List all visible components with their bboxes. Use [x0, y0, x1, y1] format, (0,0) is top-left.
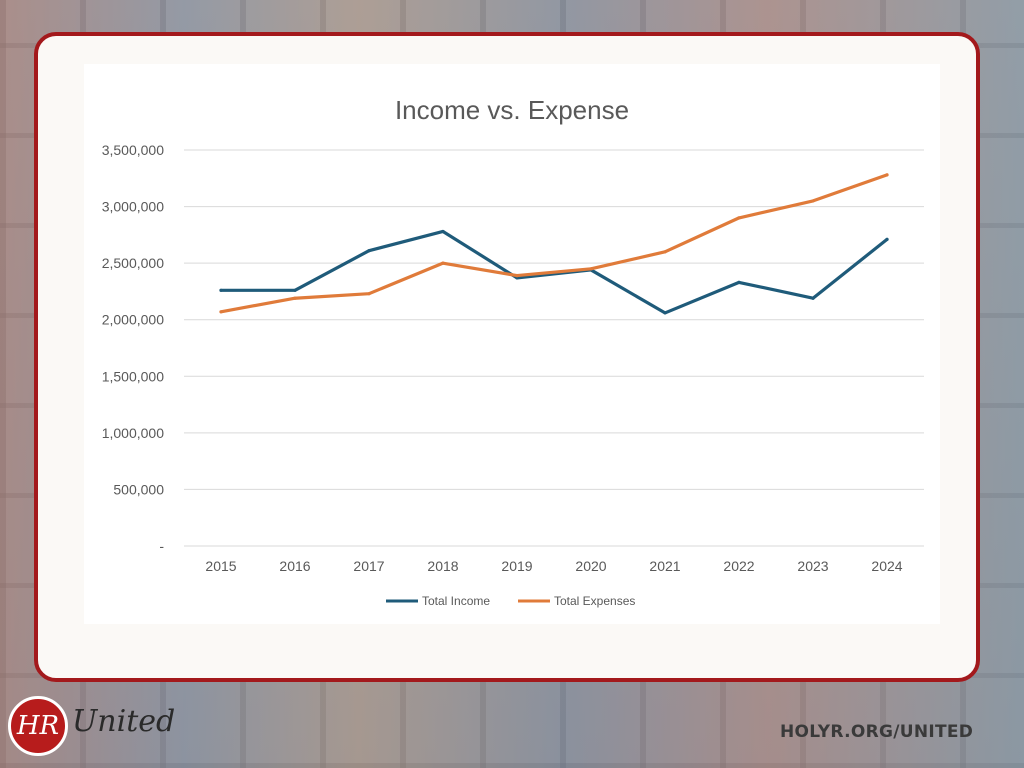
logo-wordmark: United — [72, 704, 176, 739]
x-tick-label: 2023 — [797, 558, 828, 574]
y-tick-label: 500,000 — [113, 481, 164, 497]
logo: HR United — [8, 694, 178, 758]
data-point — [367, 249, 371, 253]
y-tick-label: 3,500,000 — [102, 142, 164, 158]
x-tick-label: 2024 — [871, 558, 902, 574]
income-expense-chart: Income vs. Expense - 500,000 1,000,000 1,500… — [102, 95, 924, 608]
logo-monogram: HR — [8, 696, 68, 756]
chart-title: Income vs. Expense — [395, 95, 629, 125]
series-line-total-income — [219, 229, 889, 315]
y-tick-label: 2,000,000 — [102, 312, 164, 328]
x-tick-label: 2015 — [205, 558, 236, 574]
data-point — [367, 292, 371, 296]
data-point — [885, 237, 889, 241]
data-point — [737, 216, 741, 220]
x-tick-label: 2019 — [501, 558, 532, 574]
website-url: HOLYR.ORG/UNITED — [780, 722, 974, 742]
data-point — [441, 229, 445, 234]
legend-label: Total Income — [422, 594, 490, 608]
data-point — [811, 296, 815, 300]
y-tick-label: - — [159, 538, 164, 554]
data-point — [737, 280, 741, 284]
x-tick-label: 2020 — [575, 558, 606, 574]
data-point — [219, 310, 223, 314]
chart-container: Income vs. Expense - 500,000 1,000,000 1,500… — [84, 64, 940, 624]
data-point — [441, 261, 445, 265]
y-tick-label: 1,500,000 — [102, 368, 164, 384]
data-point — [293, 288, 297, 292]
data-point — [293, 296, 297, 300]
legend-label: Total Expenses — [554, 594, 635, 608]
y-tick-label: 3,000,000 — [102, 199, 164, 215]
data-point — [811, 199, 815, 203]
x-tick-label: 2022 — [723, 558, 754, 574]
series-line-total-expenses — [219, 173, 889, 314]
data-point — [663, 250, 667, 254]
x-tick-label: 2018 — [427, 558, 458, 574]
data-point — [589, 267, 593, 271]
x-tick-label: 2021 — [649, 558, 680, 574]
data-point — [663, 311, 667, 315]
data-point — [885, 173, 889, 177]
y-tick-label: 2,500,000 — [102, 255, 164, 271]
data-point — [515, 273, 519, 278]
x-tick-label: 2017 — [353, 558, 384, 574]
x-tick-label: 2016 — [279, 558, 310, 574]
data-point — [219, 288, 223, 292]
y-tick-label: 1,000,000 — [102, 425, 164, 441]
